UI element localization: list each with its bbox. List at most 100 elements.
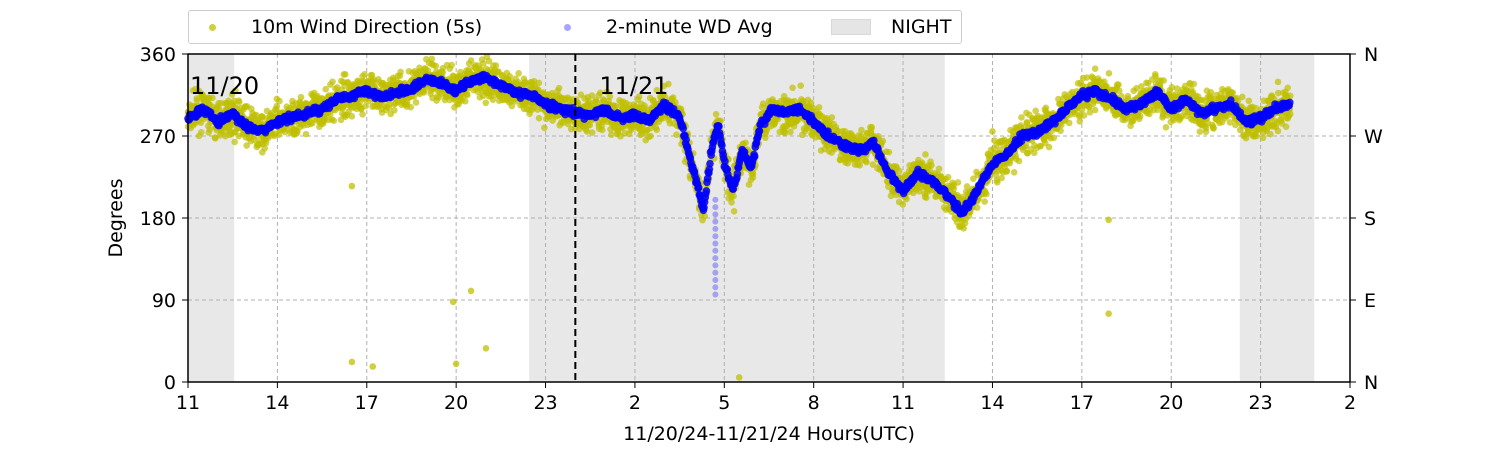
wind-5s-point	[749, 170, 757, 178]
wind-5s-point	[868, 123, 876, 131]
wind-5s-point	[1282, 123, 1290, 131]
wind-5s-point	[407, 103, 415, 111]
wind-5s-point	[541, 124, 548, 132]
wind-5s-point	[973, 204, 981, 211]
wind-5s-point	[998, 174, 1005, 182]
wind-5s-point	[1274, 78, 1282, 86]
wind-5s-point	[193, 97, 201, 104]
wind-5s-point	[276, 97, 283, 105]
wind-5s-point	[1057, 127, 1064, 135]
wind-5s-point	[386, 100, 393, 108]
wind-5s-point	[489, 96, 497, 104]
wind-5s-point	[922, 151, 929, 158]
wind-5s-point	[1286, 92, 1294, 100]
wind-5s-point	[762, 134, 769, 142]
wind-5s-point	[922, 194, 930, 202]
grid-lines	[188, 54, 1350, 382]
wind-5s-point	[515, 69, 522, 77]
wind-5s-point	[928, 162, 935, 169]
wind-5s-point	[506, 73, 514, 80]
wind-5s-point	[485, 57, 493, 65]
wind-5s-point	[1091, 65, 1099, 73]
wind-5s-outlier	[449, 298, 457, 306]
wind-5s-point	[673, 131, 680, 138]
wind-5s-point	[828, 114, 836, 121]
wind-5s-point	[273, 102, 281, 110]
wind-5s-point	[508, 102, 516, 110]
wind-5s-point	[362, 102, 369, 110]
wind-5s-point	[1124, 92, 1132, 100]
wind-5s-point	[983, 190, 990, 198]
wind-5s-point	[728, 199, 735, 206]
wind-5s-point	[428, 55, 436, 63]
wind-5s-outlier	[1105, 216, 1112, 224]
wind-5s-point	[944, 173, 952, 181]
wind-5s-point	[1091, 106, 1099, 114]
wind-5s-point	[410, 93, 418, 100]
wind-5s-point	[1238, 93, 1246, 101]
wind-5s-outlier	[735, 374, 743, 381]
wind-5s-point	[1042, 104, 1050, 112]
wind-5s-point	[653, 126, 661, 134]
wind-5s-point	[1229, 89, 1237, 97]
wind-5s-outlier	[348, 182, 356, 190]
wind-5s-point	[885, 148, 893, 156]
wind-5s-point	[439, 69, 446, 76]
wind-5s-point	[412, 99, 420, 106]
wind-5s-point	[1284, 84, 1292, 92]
wind-5s-point	[1006, 159, 1014, 167]
wind-5s-point	[1105, 69, 1113, 77]
wind-5s-point	[206, 126, 214, 133]
wind-5s-point	[302, 130, 310, 138]
wind-5s-point	[1266, 130, 1274, 138]
wind-5s-point	[1160, 77, 1168, 84]
wind-5s-outlier	[369, 363, 377, 370]
wind-5s-point	[1018, 114, 1025, 121]
wind-5s-point	[647, 132, 654, 140]
wind-5s-point	[330, 117, 338, 124]
wind-5s-point	[482, 99, 490, 107]
wind-5s-point	[895, 167, 903, 175]
wind-5s-point	[464, 91, 471, 99]
wind-5s-point	[462, 97, 469, 105]
wind-5s-point	[588, 129, 596, 136]
wind-5s-point	[1050, 134, 1058, 142]
wind-5s-point	[608, 131, 615, 139]
wind-5s-point	[797, 82, 805, 89]
wind-5s-point	[232, 87, 239, 95]
wind-5s-point	[935, 165, 943, 173]
wind-5s-point	[492, 62, 500, 69]
wind-5s-point	[954, 179, 962, 186]
wind-5s-point	[1253, 132, 1260, 140]
wind-5s-point	[359, 110, 366, 118]
wind-5s-point	[253, 111, 260, 119]
wind-5s-point	[391, 106, 398, 114]
wind-5s-point	[1080, 112, 1088, 119]
wind-5s-point	[480, 60, 487, 67]
wind-5s-outlier	[467, 287, 475, 295]
wind-5s-point	[261, 145, 269, 152]
wind-5s-point	[598, 126, 606, 134]
wind-5s-point	[1190, 80, 1198, 88]
wind-5s-point	[535, 79, 543, 87]
wind-5s-point	[297, 93, 305, 101]
wind-5s-point	[211, 135, 219, 142]
wind-5s-point	[361, 71, 368, 78]
wind-5s-point	[730, 192, 737, 200]
wind-5s-point	[712, 110, 720, 118]
wind-5s-point	[863, 158, 870, 166]
wind-5s-point	[1245, 97, 1253, 105]
wind-5s-point	[787, 128, 794, 136]
wind-5s-point	[322, 85, 330, 93]
wind-5s-point	[981, 198, 988, 205]
wind-5s-point	[1045, 143, 1053, 151]
wind-5s-point	[1003, 167, 1011, 175]
wind-5s-point	[209, 94, 216, 102]
wind-5s-outlier	[348, 358, 356, 366]
wind-5s-point	[1162, 124, 1170, 131]
wind-5s-point	[1115, 81, 1122, 89]
wind-5s-point	[231, 138, 239, 146]
wind-5s-point	[197, 129, 205, 136]
wind-5s-point	[879, 137, 887, 145]
